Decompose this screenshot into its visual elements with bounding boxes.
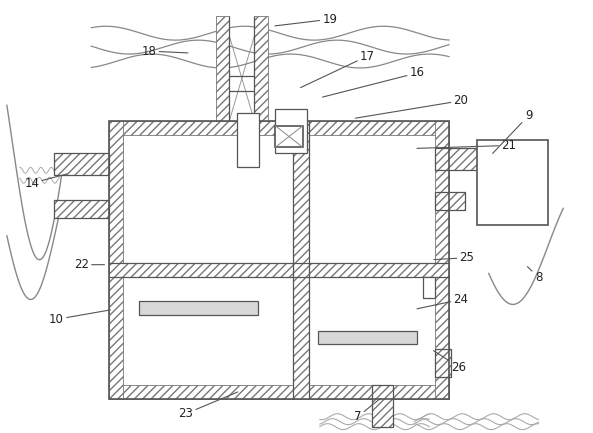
Bar [435, 192, 465, 210]
Bar [53, 200, 109, 218]
Bar [435, 349, 451, 377]
Bar [275, 109, 307, 153]
Bar [372, 385, 393, 427]
Bar [109, 385, 449, 399]
Bar [254, 16, 268, 121]
Text: 24: 24 [417, 293, 468, 309]
Text: 9: 9 [493, 109, 533, 153]
Text: 23: 23 [178, 392, 238, 420]
Text: 21: 21 [417, 139, 516, 152]
Bar [318, 331, 417, 344]
Text: 22: 22 [74, 258, 104, 271]
Bar [139, 301, 258, 315]
Text: 25: 25 [434, 251, 474, 264]
Text: 18: 18 [142, 45, 188, 58]
Bar [215, 16, 229, 121]
Bar [435, 349, 451, 377]
Bar [435, 121, 449, 399]
Bar [423, 277, 435, 298]
Bar [293, 121, 309, 399]
Bar [435, 149, 490, 170]
Bar [237, 113, 259, 167]
Bar [53, 200, 109, 218]
Bar [275, 126, 303, 148]
Bar [53, 153, 109, 175]
Bar [53, 153, 109, 175]
Text: 16: 16 [323, 66, 425, 97]
Bar [477, 140, 549, 225]
Bar [372, 385, 393, 427]
Bar [109, 121, 449, 399]
Text: 26: 26 [433, 351, 467, 374]
Text: 14: 14 [24, 174, 67, 190]
Bar [109, 121, 123, 399]
Bar [109, 263, 449, 277]
Bar [435, 192, 465, 210]
Text: 20: 20 [355, 94, 468, 118]
Text: 17: 17 [301, 49, 375, 87]
Bar [109, 121, 449, 135]
Text: 19: 19 [275, 13, 337, 26]
Bar [435, 149, 490, 170]
Text: 10: 10 [49, 310, 110, 326]
Text: 8: 8 [528, 267, 542, 284]
Text: 7: 7 [354, 398, 380, 423]
